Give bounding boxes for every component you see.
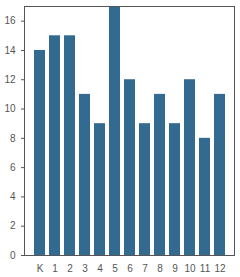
svg-text:12: 12 xyxy=(214,263,226,274)
svg-text:5: 5 xyxy=(112,263,118,274)
svg-text:4: 4 xyxy=(10,191,16,202)
svg-text:0: 0 xyxy=(10,250,16,261)
svg-text:7: 7 xyxy=(142,263,148,274)
svg-text:6: 6 xyxy=(127,263,133,274)
svg-text:14: 14 xyxy=(4,45,16,56)
svg-text:2: 2 xyxy=(67,263,73,274)
svg-text:12: 12 xyxy=(4,74,16,85)
svg-text:10: 10 xyxy=(184,263,196,274)
svg-text:3: 3 xyxy=(82,263,88,274)
svg-text:2: 2 xyxy=(10,220,16,231)
svg-text:8: 8 xyxy=(10,133,16,144)
svg-text:11: 11 xyxy=(200,263,211,274)
svg-text:9: 9 xyxy=(172,263,178,274)
svg-text:8: 8 xyxy=(157,263,163,274)
svg-text:16: 16 xyxy=(4,15,16,26)
svg-text:K: K xyxy=(37,263,44,274)
svg-text:10: 10 xyxy=(4,103,16,114)
svg-text:4: 4 xyxy=(97,263,103,274)
svg-text:6: 6 xyxy=(10,162,16,173)
svg-text:1: 1 xyxy=(52,263,58,274)
